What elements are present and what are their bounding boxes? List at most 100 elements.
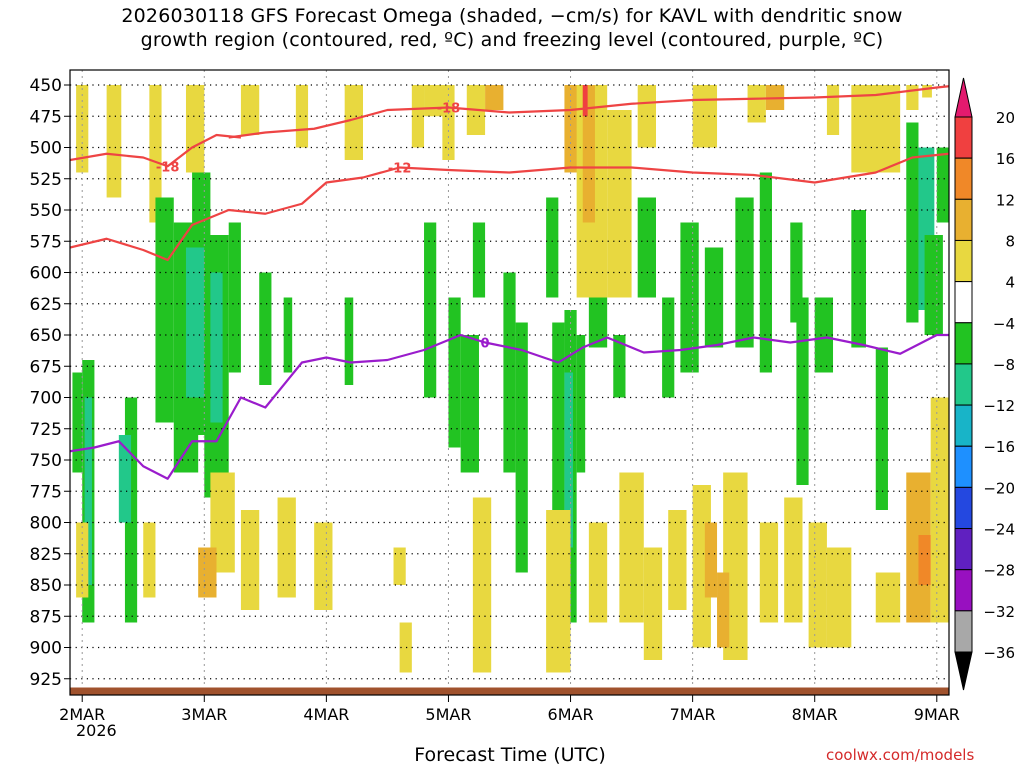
colorbar-label: 8	[1005, 232, 1015, 250]
omega-cell	[72, 372, 83, 473]
omega-cell	[922, 85, 932, 98]
colorbar-label: −16	[983, 438, 1015, 456]
x-tick-label: 8MAR	[792, 705, 838, 724]
omega-cell	[936, 147, 949, 223]
temperature-contours: -18 -18 -12 0	[70, 85, 949, 480]
omega-cell	[875, 347, 888, 510]
colorbar-segment	[954, 528, 973, 571]
omega-cell	[240, 85, 260, 135]
y-tick-label: 450	[30, 76, 62, 96]
y-tick-label: 725	[30, 420, 62, 440]
omega-cell	[759, 172, 772, 373]
x-axis: 2MAR 3MAR 4MAR 5MAR 6MAR 7MAR 8MAR 9MAR	[59, 695, 960, 724]
y-tick-label: 825	[30, 545, 62, 565]
omega-cell	[588, 297, 608, 348]
omega-cell	[784, 497, 803, 623]
omega-cell	[344, 297, 354, 385]
contour-line	[70, 152, 949, 262]
omega-cell	[668, 510, 687, 610]
colorbar-label: −20	[983, 479, 1015, 497]
omega-cell	[906, 85, 919, 110]
omega-cell	[198, 547, 217, 598]
omega-cell	[442, 110, 455, 160]
omega-cell	[118, 435, 132, 523]
omega-cell	[143, 522, 156, 598]
omega-cell	[228, 222, 241, 373]
y-tick-label: 750	[30, 451, 62, 471]
omega-cell	[472, 222, 486, 298]
omega-cell	[149, 85, 162, 223]
omega-cell	[76, 85, 89, 173]
omega-cell	[808, 522, 827, 648]
colorbar-segment	[954, 157, 973, 200]
omega-cell	[546, 510, 571, 673]
omega-cell	[662, 297, 675, 398]
omega-shading	[72, 85, 949, 673]
y-tick-label: 925	[30, 670, 62, 690]
colorbar-label: −32	[983, 603, 1015, 621]
colorbar-label: −4	[993, 315, 1015, 333]
omega-cell	[344, 85, 363, 160]
colorbar-segment	[954, 322, 973, 365]
omega-cell	[692, 85, 718, 148]
omega-cell	[448, 297, 461, 448]
colorbar-label: −36	[983, 644, 1015, 662]
omega-cell	[918, 535, 931, 585]
omega-cell	[393, 547, 406, 585]
omega-cell	[259, 272, 272, 385]
y-axis: 450 475 500 525 550 575 600 625 650 675 700 725 750 7…	[30, 76, 70, 690]
x-tick-label: 4MAR	[303, 705, 349, 724]
y-tick-label: 600	[30, 264, 62, 284]
omega-cell	[185, 85, 205, 173]
colorbar-label: 4	[1005, 274, 1015, 292]
omega-cell	[851, 210, 866, 348]
omega-cell	[643, 547, 663, 660]
omega-cell	[747, 85, 766, 123]
colorbar: 20 16 12 8 4 −4 −8 −12 −16 −20 −24 −28 −32 −36	[954, 77, 1015, 691]
omega-cell	[680, 222, 699, 373]
colorbar-segment	[954, 486, 973, 530]
omega-cell	[582, 85, 588, 117]
omega-cell	[106, 85, 122, 198]
x-tick-label: 2MAR	[59, 705, 105, 724]
omega-cell	[546, 197, 559, 298]
grid-lines	[70, 70, 949, 695]
omega-cell	[283, 297, 293, 373]
y-tick-label: 800	[30, 514, 62, 534]
omega-cell	[826, 547, 852, 648]
omega-cell	[930, 397, 949, 623]
contour-label: -18	[437, 102, 461, 117]
omega-cell	[826, 85, 840, 135]
omega-cell	[906, 122, 919, 323]
colorbar-label: −12	[983, 397, 1015, 415]
colorbar-segment	[954, 281, 973, 324]
x-tick-label: 5MAR	[425, 705, 471, 724]
colorbar-segment	[954, 404, 973, 447]
omega-cell	[76, 522, 89, 598]
chart-title: 2026030118 GFS Forecast Omega (shaded, −…	[0, 4, 1024, 52]
y-tick-label: 625	[30, 295, 62, 315]
x-axis-year-label: 2026	[76, 721, 117, 740]
colorbar-segment	[954, 77, 973, 118]
contour-line	[70, 333, 949, 480]
contour-label: -12	[388, 162, 412, 177]
omega-cell	[759, 522, 779, 623]
colorbar-segment	[954, 651, 973, 691]
y-tick-label: 675	[30, 357, 62, 377]
omega-cell	[155, 197, 174, 423]
omega-cell	[84, 397, 92, 585]
y-tick-label: 500	[30, 139, 62, 159]
omega-cell	[851, 85, 901, 173]
omega-cell	[607, 110, 632, 298]
x-tick-label: 9MAR	[914, 705, 960, 724]
omega-cell	[924, 235, 943, 335]
contour-line	[228, 85, 949, 139]
colorbar-segment	[954, 569, 973, 612]
contour-label: 0	[481, 337, 490, 352]
colorbar-segment	[954, 445, 973, 488]
omega-cell	[515, 322, 528, 573]
omega-cell	[814, 297, 834, 373]
x-tick-label: 6MAR	[548, 705, 594, 724]
colorbar-label: −28	[983, 562, 1015, 580]
omega-cell	[460, 335, 479, 473]
